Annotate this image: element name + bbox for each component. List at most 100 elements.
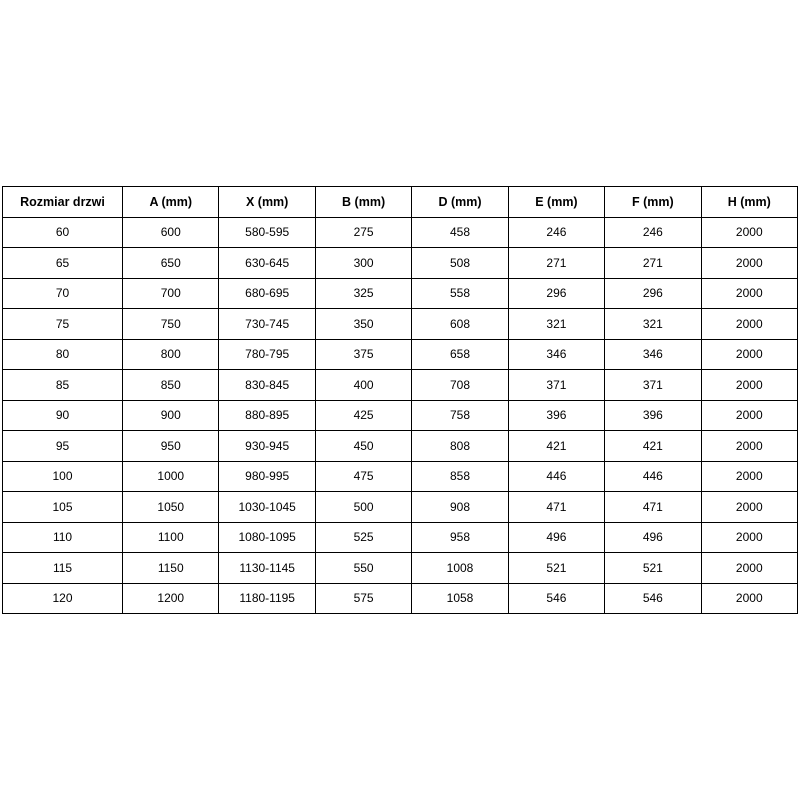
header-f-mm: F (mm) — [604, 186, 702, 218]
table-cell: 1130-1145 — [218, 552, 316, 584]
header-x-mm: X (mm) — [218, 186, 316, 218]
table-cell: 2000 — [700, 247, 799, 279]
table-cell: 70 — [1, 277, 124, 309]
table-cell: 600 — [122, 216, 220, 248]
table-cell: 800 — [122, 338, 220, 370]
table-cell: 500 — [314, 491, 413, 523]
table-cell: 575 — [314, 582, 413, 614]
table-cell: 296 — [604, 277, 702, 309]
table-cell: 730-745 — [218, 308, 316, 340]
table-cell: 321 — [604, 308, 702, 340]
table-cell: 900 — [122, 399, 220, 431]
header-a-mm: A (mm) — [122, 186, 220, 218]
table-cell: 425 — [314, 399, 413, 431]
table-cell: 808 — [411, 430, 509, 462]
table-header-row: Rozmiar drzwi A (mm) X (mm) B (mm) D (mm… — [1, 186, 799, 218]
table-cell: 471 — [604, 491, 702, 523]
table-cell: 60 — [1, 216, 124, 248]
table-cell: 100 — [1, 460, 124, 492]
table-row: 60 600 580-595 275 458 246 246 2000 — [1, 216, 799, 248]
table-cell: 550 — [314, 552, 413, 584]
table-cell: 546 — [604, 582, 702, 614]
header-b-mm: B (mm) — [314, 186, 413, 218]
table-cell: 1200 — [122, 582, 220, 614]
header-rozmiar-drzwi: Rozmiar drzwi — [1, 186, 124, 218]
table-cell: 1000 — [122, 460, 220, 492]
table-cell: 90 — [1, 399, 124, 431]
table-cell: 708 — [411, 369, 509, 401]
table-cell: 2000 — [700, 491, 799, 523]
table-cell: 558 — [411, 277, 509, 309]
table-cell: 830-845 — [218, 369, 316, 401]
table-cell: 115 — [1, 552, 124, 584]
table-cell: 700 — [122, 277, 220, 309]
table-cell: 246 — [507, 216, 606, 248]
table-cell: 346 — [604, 338, 702, 370]
table-cell: 858 — [411, 460, 509, 492]
table-cell: 950 — [122, 430, 220, 462]
table-cell: 371 — [507, 369, 606, 401]
table-cell: 2000 — [700, 521, 799, 553]
door-dimensions-table: Rozmiar drzwi A (mm) X (mm) B (mm) D (mm… — [1, 186, 799, 614]
table-cell: 780-795 — [218, 338, 316, 370]
table-cell: 400 — [314, 369, 413, 401]
table-row: 95 950 930-945 450 808 421 421 2000 — [1, 430, 799, 462]
table-cell: 1180-1195 — [218, 582, 316, 614]
header-e-mm: E (mm) — [507, 186, 606, 218]
table-cell: 1150 — [122, 552, 220, 584]
table-cell: 85 — [1, 369, 124, 401]
table-row: 70 700 680-695 325 558 296 296 2000 — [1, 277, 799, 309]
table-cell: 275 — [314, 216, 413, 248]
table-cell: 471 — [507, 491, 606, 523]
table-cell: 521 — [507, 552, 606, 584]
table-cell: 750 — [122, 308, 220, 340]
table-cell: 321 — [507, 308, 606, 340]
table-row: 100 1000 980-995 475 858 446 446 2000 — [1, 460, 799, 492]
table-cell: 450 — [314, 430, 413, 462]
table-cell: 110 — [1, 521, 124, 553]
table-cell: 508 — [411, 247, 509, 279]
table-row: 65 650 630-645 300 508 271 271 2000 — [1, 247, 799, 279]
table-cell: 95 — [1, 430, 124, 462]
table-cell: 120 — [1, 582, 124, 614]
table-cell: 271 — [604, 247, 702, 279]
table-cell: 496 — [507, 521, 606, 553]
table-row: 80 800 780-795 375 658 346 346 2000 — [1, 338, 799, 370]
table-cell: 105 — [1, 491, 124, 523]
table-cell: 2000 — [700, 369, 799, 401]
table-cell: 650 — [122, 247, 220, 279]
table-row: 110 1100 1080-1095 525 958 496 496 2000 — [1, 521, 799, 553]
table-cell: 958 — [411, 521, 509, 553]
table-cell: 300 — [314, 247, 413, 279]
table-row: 85 850 830-845 400 708 371 371 2000 — [1, 369, 799, 401]
table-cell: 980-995 — [218, 460, 316, 492]
table-cell: 930-945 — [218, 430, 316, 462]
table-cell: 546 — [507, 582, 606, 614]
table-row: 120 1200 1180-1195 575 1058 546 546 2000 — [1, 582, 799, 614]
table-cell: 680-695 — [218, 277, 316, 309]
header-d-mm: D (mm) — [411, 186, 509, 218]
table-cell: 371 — [604, 369, 702, 401]
table-cell: 296 — [507, 277, 606, 309]
table-row: 105 1050 1030-1045 500 908 471 471 2000 — [1, 491, 799, 523]
table-cell: 521 — [604, 552, 702, 584]
table-cell: 246 — [604, 216, 702, 248]
table-cell: 630-645 — [218, 247, 316, 279]
table-cell: 421 — [507, 430, 606, 462]
table-cell: 908 — [411, 491, 509, 523]
table-cell: 1008 — [411, 552, 509, 584]
table-cell: 346 — [507, 338, 606, 370]
table-cell: 1058 — [411, 582, 509, 614]
table-cell: 475 — [314, 460, 413, 492]
table-cell: 421 — [604, 430, 702, 462]
table-cell: 2000 — [700, 430, 799, 462]
table-cell: 2000 — [700, 399, 799, 431]
table-cell: 2000 — [700, 277, 799, 309]
header-h-mm: H (mm) — [700, 186, 799, 218]
table-cell: 325 — [314, 277, 413, 309]
table-cell: 446 — [604, 460, 702, 492]
table-cell: 80 — [1, 338, 124, 370]
table-row: 90 900 880-895 425 758 396 396 2000 — [1, 399, 799, 431]
table-cell: 75 — [1, 308, 124, 340]
table-row: 115 1150 1130-1145 550 1008 521 521 2000 — [1, 552, 799, 584]
